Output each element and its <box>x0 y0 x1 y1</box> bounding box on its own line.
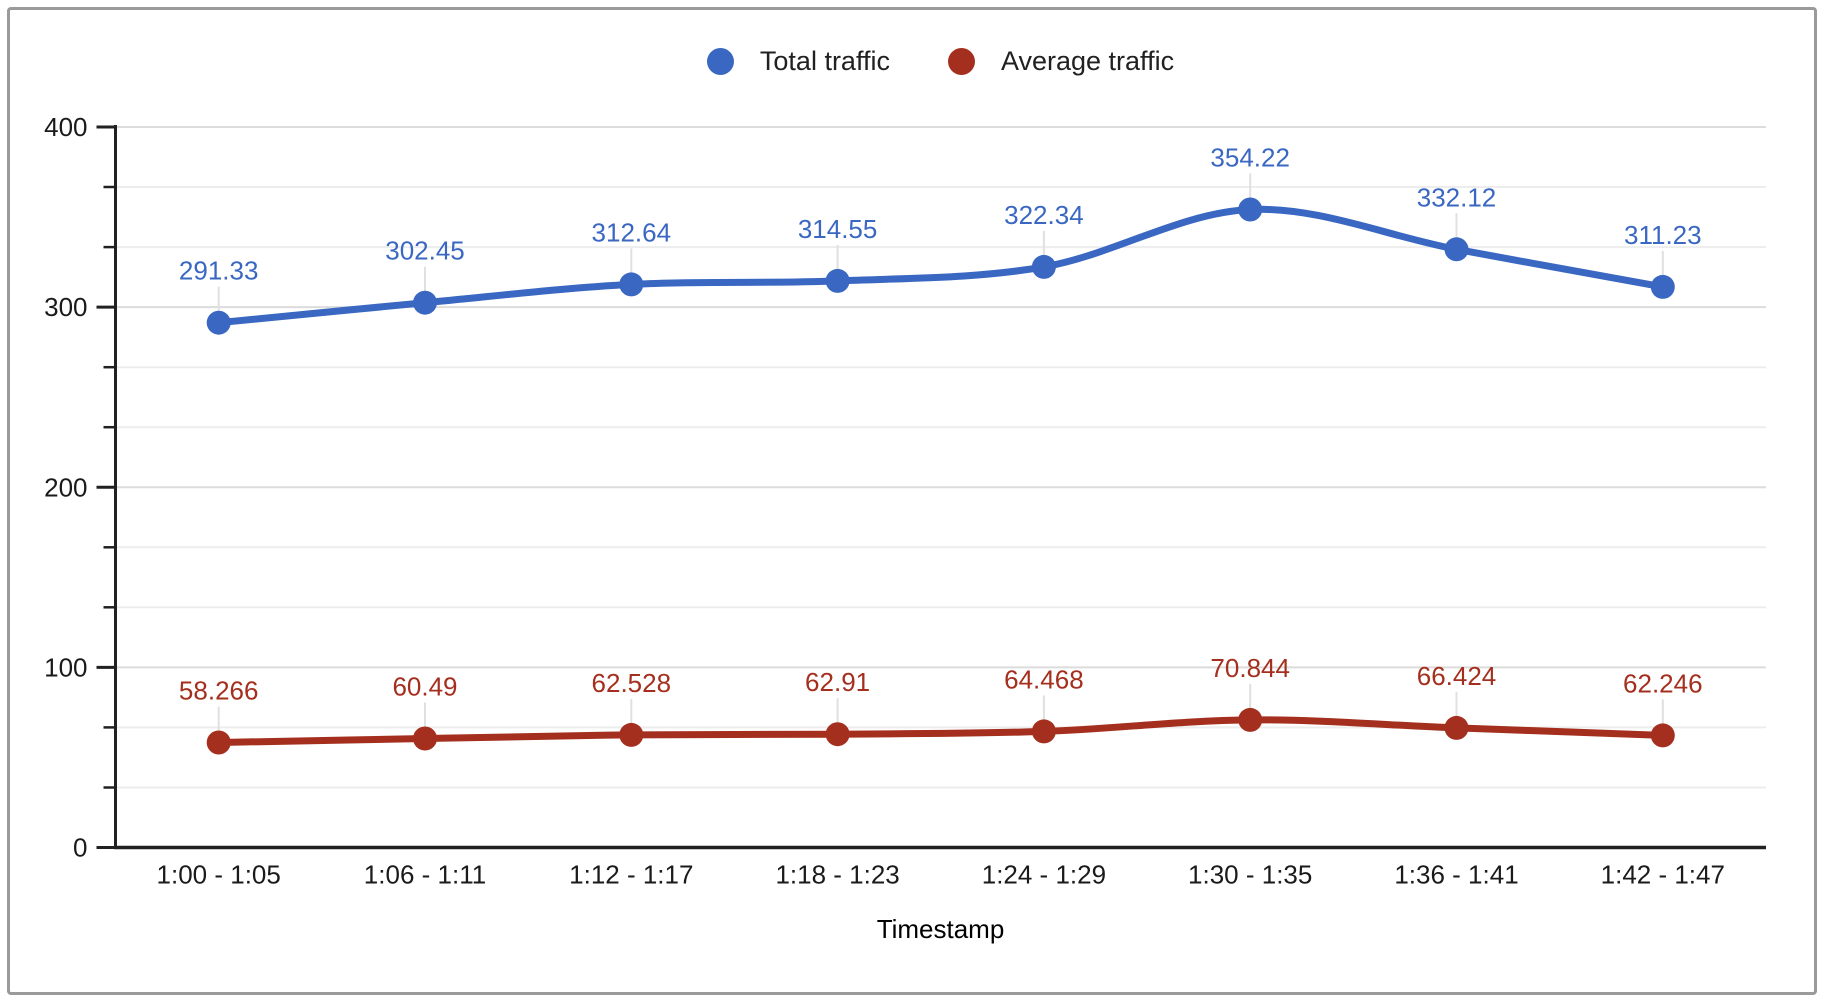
x-axis-title: Timestamp <box>876 914 1005 944</box>
x-axis-category-label: 1:24 - 1:29 <box>982 860 1106 890</box>
data-label-average-traffic: 70.844 <box>1210 653 1290 683</box>
data-point-average-traffic[interactable] <box>206 730 231 755</box>
data-label-average-traffic: 66.424 <box>1417 661 1497 691</box>
x-axis-category-label: 1:36 - 1:41 <box>1394 860 1518 890</box>
chart-frame <box>7 7 1817 995</box>
legend-label-average-traffic: Average traffic <box>1000 46 1175 76</box>
y-axis-tick-label: 200 <box>44 472 87 502</box>
y-axis-tick-label: 300 <box>44 292 87 322</box>
legend-item-total-traffic: Total traffic <box>706 46 890 76</box>
data-label-total-traffic: 332.12 <box>1417 182 1497 212</box>
data-label-average-traffic: 60.49 <box>392 672 457 702</box>
data-point-average-traffic[interactable] <box>619 722 644 747</box>
data-label-total-traffic: 354.22 <box>1210 143 1290 173</box>
data-label-average-traffic: 62.528 <box>592 668 672 698</box>
data-point-average-traffic[interactable] <box>1444 715 1469 740</box>
legend-label-total-traffic: Total traffic <box>759 46 890 76</box>
data-label-average-traffic: 62.91 <box>805 667 870 697</box>
data-point-average-traffic[interactable] <box>1031 719 1056 744</box>
x-axis-category-label: 1:06 - 1:11 <box>364 860 486 890</box>
legend-marker-total-traffic-icon <box>706 48 734 75</box>
series-line-total-traffic[interactable] <box>215 205 1667 327</box>
x-axis-category-label: 1:30 - 1:35 <box>1188 860 1312 890</box>
data-label-total-traffic: 291.33 <box>179 256 259 286</box>
data-point-average-traffic[interactable] <box>413 726 437 751</box>
x-axis-category-label: 1:42 - 1:47 <box>1601 860 1725 890</box>
data-label-average-traffic: 58.266 <box>179 676 259 706</box>
data-point-average-traffic[interactable] <box>1238 707 1263 732</box>
y-axis-tick-label: 100 <box>44 652 87 682</box>
chart-legend: Total traffic Average traffic <box>115 48 1766 75</box>
data-point-total-traffic[interactable] <box>1444 237 1469 262</box>
data-label-total-traffic: 314.55 <box>798 214 878 244</box>
series-line-average-traffic[interactable] <box>215 716 1667 746</box>
data-point-total-traffic[interactable] <box>1650 274 1675 299</box>
data-point-total-traffic[interactable] <box>413 290 437 315</box>
data-label-total-traffic: 322.34 <box>1004 200 1084 230</box>
data-label-total-traffic: 302.45 <box>385 236 465 266</box>
data-point-total-traffic[interactable] <box>1238 197 1263 222</box>
data-label-average-traffic: 64.468 <box>1004 664 1084 694</box>
data-point-total-traffic[interactable] <box>206 310 231 335</box>
data-label-average-traffic: 62.246 <box>1623 668 1703 698</box>
data-label-total-traffic: 312.64 <box>592 217 672 247</box>
y-axis-tick-label: 0 <box>73 833 87 863</box>
data-point-average-traffic[interactable] <box>825 722 850 747</box>
x-axis-category-label: 1:12 - 1:17 <box>569 860 693 890</box>
data-point-total-traffic[interactable] <box>619 272 644 297</box>
data-point-total-traffic[interactable] <box>825 268 850 293</box>
legend-item-average-traffic: Average traffic <box>947 46 1175 76</box>
data-point-total-traffic[interactable] <box>1031 254 1056 279</box>
x-axis-category-label: 1:18 - 1:23 <box>775 860 899 890</box>
y-axis-tick-label: 400 <box>44 112 87 142</box>
x-axis-category-label: 1:00 - 1:05 <box>157 860 281 890</box>
data-point-average-traffic[interactable] <box>1650 723 1675 748</box>
legend-marker-average-traffic-icon <box>947 48 975 75</box>
data-label-total-traffic: 311.23 <box>1624 220 1702 250</box>
